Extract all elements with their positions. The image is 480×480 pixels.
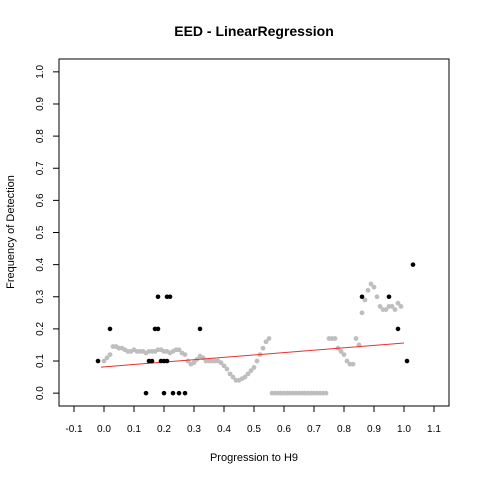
smoothed-point [242,374,248,380]
smoothed-point [398,303,404,309]
smoothed-point [353,336,359,341]
smoothed-point [350,361,356,367]
smoothed-point [344,358,350,364]
smoothed-point [191,360,197,366]
smoothed-point [368,281,374,287]
observed-point [386,294,392,300]
smoothed-point [104,355,110,361]
observed-point [95,358,101,364]
observed-point [395,326,401,332]
smoothed-point [359,310,365,316]
x-axis-label: Progression to H9 [210,452,298,464]
x-tick-label: 0.8 [337,424,351,435]
observed-point [155,294,161,300]
y-axis-label: Frequency of Detection [5,175,17,289]
observed-point [164,358,170,364]
y-tick-label: 0.2 [35,322,46,336]
observed-point [404,358,410,364]
y-tick-label: 0.5 [35,225,46,239]
x-tick-label: 0.7 [307,424,321,435]
observed-point [182,390,188,396]
observed-points [95,262,416,396]
smoothed-point [377,303,383,309]
smoothed-point [332,336,338,341]
smoothed-point [227,371,233,377]
x-tick-label: 1.1 [427,424,441,435]
y-tick-label: 0.6 [35,193,46,207]
plot-frame [58,58,450,407]
observed-point [155,326,161,332]
chart-title: EED - LinearRegression [174,23,334,39]
y-tick-label: 0.7 [35,161,46,175]
smoothed-point [362,297,368,303]
y-tick-label: 0.3 [35,289,46,303]
smoothed-point [323,390,329,396]
x-tick-label: 0.9 [367,424,381,435]
x-tick-label: 0.1 [127,424,141,435]
y-tick-label: 0.0 [35,386,46,400]
smoothed-point [182,352,188,357]
x-axis: -0.1 0.0 0.1 0.2 0.3 0.4 0.5 0.6 0.7 0.8 0.9 1.0 1.1 [65,405,441,435]
smoothed-point [254,358,260,364]
smoothed-point [392,307,398,313]
observed-point [167,294,173,300]
observed-point [143,390,149,396]
smoothed-point [341,352,347,357]
x-tick-label: 0.6 [277,424,291,435]
smoothed-point [176,347,182,353]
y-axis: 0.0 0.1 0.2 0.3 0.4 0.5 0.6 0.7 0.8 0.9 1.0 [35,64,60,400]
smoothed-point [218,360,224,366]
smoothed-point [248,368,254,374]
smoothed-point [107,352,113,357]
smoothed-point [395,300,401,306]
y-tick-label: 1.0 [35,64,46,78]
smoothed-point [374,294,380,300]
x-tick-label: 0.5 [247,424,261,435]
observed-point [161,390,167,396]
observed-point [170,390,176,396]
observed-point [197,326,203,332]
smoothed-point [266,336,272,341]
x-tick-label: 0.0 [97,424,111,435]
smoothed-point [101,358,107,364]
x-tick-label: 0.3 [187,424,201,435]
smoothed-points [101,281,404,396]
smoothed-point [365,287,371,293]
x-tick-label: 0.4 [217,424,231,435]
smoothed-point [260,345,266,351]
x-tick-label: 0.2 [157,424,171,435]
smoothed-point [245,371,251,377]
smoothed-point [383,307,389,313]
smoothed-point [251,365,257,370]
smoothed-point [389,303,395,309]
observed-point [359,294,365,300]
smoothed-point [371,284,377,290]
x-tick-label: 1.0 [397,424,411,435]
observed-point [410,262,416,267]
y-tick-label: 0.9 [35,97,46,111]
y-tick-label: 0.4 [35,257,46,271]
y-tick-label: 0.1 [35,354,46,368]
smoothed-point [230,374,236,380]
smoothed-point [221,363,227,369]
smoothed-point [338,348,344,354]
y-tick-label: 0.8 [35,129,46,143]
observed-point [149,358,155,364]
smoothed-point [263,339,269,345]
smoothed-point [224,366,230,372]
x-tick-label: -0.1 [65,424,83,435]
observed-point [107,326,113,332]
observed-point [176,390,182,396]
